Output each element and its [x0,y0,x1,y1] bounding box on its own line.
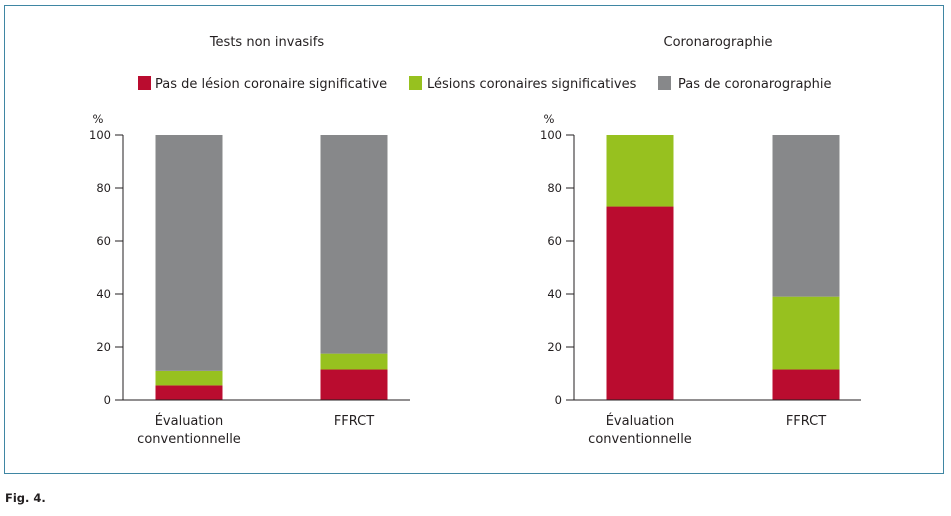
y-tick-label: 100 [540,128,562,142]
legend: Pas de lésion coronaire significative Lés… [138,76,832,92]
bar-segment [606,135,674,207]
legend-label: Pas de coronarographie [678,77,832,92]
chart-title: Coronarographie [664,35,773,50]
legend-item: Pas de coronarographie [658,76,832,92]
y-tick-label: 80 [547,181,562,195]
x-tick-label: Évaluation conventionnelle [588,413,692,447]
y-tick-label: 40 [547,287,562,301]
chart-panel-2: Coronarographie% Évaluation conventionnell… [540,35,861,447]
legend-swatch [658,76,671,90]
bar-segment [320,369,388,400]
x-tick-label: Évaluation conventionnelle [137,413,241,447]
legend-item: Pas de lésion coronaire significative [138,76,387,92]
legend-label: Pas de lésion coronaire significative [155,77,387,92]
legend-item: Lésions coronaires significatives [409,76,637,92]
y-tick-label: 80 [96,181,111,195]
x-tick-label: FFRCT [334,414,374,429]
figure-label: Fig. 4. [5,491,46,505]
y-tick-label: 100 [89,128,111,142]
chart-panel-1: Tests non invasifs% Évaluation conventionn… [89,35,410,447]
x-tick-label-line: conventionnelle [588,432,692,447]
legend-label: Lésions coronaires significatives [427,77,637,92]
legend-swatch [138,76,151,90]
bar-segment [155,385,223,400]
y-tick-label: 20 [96,340,111,354]
bar-segment [606,206,674,400]
bar-segment [155,135,223,371]
y-tick-label: 20 [547,340,562,354]
figure-frame [4,5,944,474]
x-tick-label-line: conventionnelle [137,432,241,447]
bar-segment [320,135,388,354]
x-tick-label-line: FFRCT [334,414,374,429]
y-tick-label: 0 [104,393,111,407]
legend-swatch [409,76,422,90]
chart-title: Tests non invasifs [209,35,325,50]
bar-segment [772,296,840,370]
y-tick-label: 0 [555,393,562,407]
y-tick-label: 60 [547,234,562,248]
y-tick-label: 40 [96,287,111,301]
bar-segment [320,353,388,370]
y-tick-label: 60 [96,234,111,248]
y-axis-label: % [93,112,104,126]
x-tick-label-line: Évaluation [155,413,224,429]
bar-segment [772,135,840,297]
x-tick-label-line: Évaluation [606,413,675,429]
y-axis-label: % [544,112,555,126]
bar-segment [772,369,840,400]
bar-segment [155,370,223,386]
x-tick-label-line: FFRCT [786,414,826,429]
x-tick-label: FFRCT [786,414,826,429]
